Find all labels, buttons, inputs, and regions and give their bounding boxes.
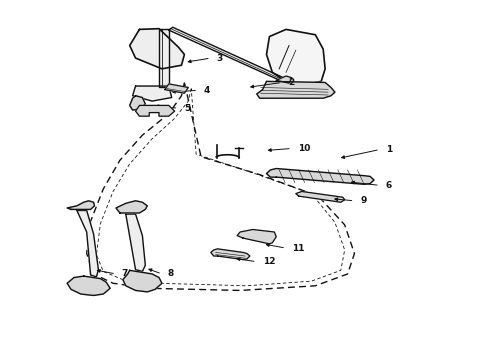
Text: 10: 10 [298,144,310,153]
Polygon shape [123,270,162,292]
Text: 7: 7 [122,269,128,278]
Text: 9: 9 [360,196,367,205]
Polygon shape [116,201,147,213]
Text: 8: 8 [168,269,174,278]
Polygon shape [133,86,172,101]
Polygon shape [77,211,98,277]
Polygon shape [296,192,344,202]
Text: 12: 12 [263,257,275,266]
Polygon shape [169,27,286,81]
Polygon shape [267,30,325,85]
Polygon shape [130,29,184,69]
Polygon shape [165,84,188,93]
Text: 1: 1 [386,145,392,154]
Polygon shape [67,201,95,210]
Text: 6: 6 [386,181,392,190]
Polygon shape [237,229,276,244]
Polygon shape [159,29,169,87]
Polygon shape [67,276,110,296]
Text: 5: 5 [184,104,191,113]
Polygon shape [257,81,335,98]
Polygon shape [136,105,174,116]
Text: 11: 11 [292,244,304,253]
Polygon shape [126,214,146,271]
Text: 2: 2 [288,78,294,87]
Polygon shape [211,249,250,260]
Polygon shape [267,168,374,184]
Polygon shape [276,76,292,83]
Text: 3: 3 [217,54,223,63]
Text: 4: 4 [204,86,210,95]
Polygon shape [130,96,146,110]
